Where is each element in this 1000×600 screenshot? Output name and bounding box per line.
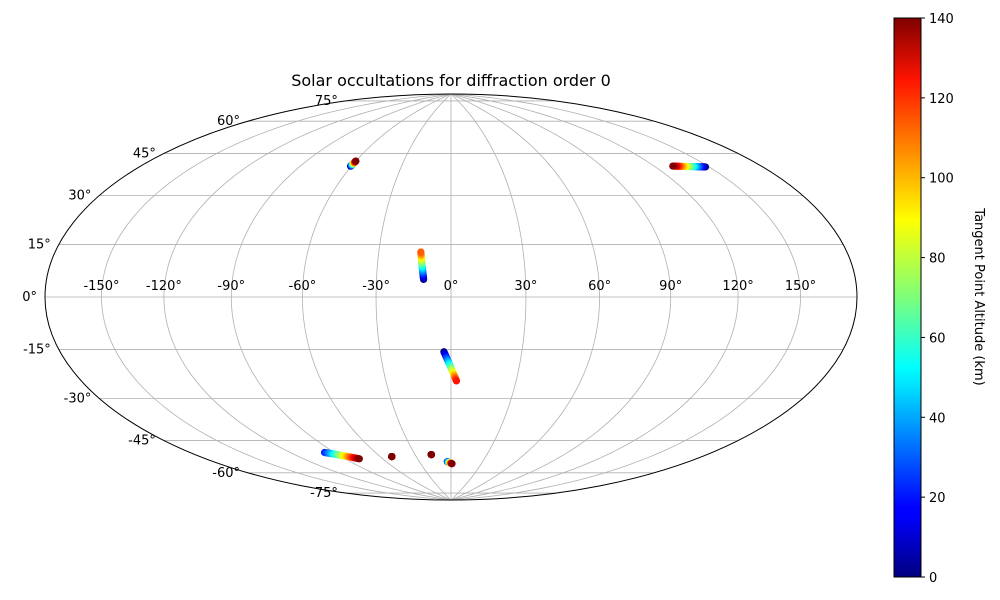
- chart-title: Solar occultations for diffraction order…: [291, 71, 611, 90]
- latitude-tick-label: 15°: [28, 238, 51, 253]
- longitude-gridline: [101, 94, 452, 500]
- longitude-gridline: [450, 94, 527, 500]
- latitude-tick-label: -30°: [64, 392, 92, 407]
- colorbar-tick-label: 0: [929, 571, 937, 586]
- longitude-tick-label: 120°: [722, 279, 753, 294]
- longitude-gridline: [450, 94, 601, 500]
- colorbar: 0 20 40 60 80 100 120 140 Tangent Point Altitud…: [893, 12, 986, 586]
- colorbar-tick-label: 100: [929, 172, 954, 187]
- longitude-tick-label: -30°: [362, 279, 390, 294]
- longitude-gridline: [163, 94, 452, 500]
- longitude-tick-label: 60°: [588, 279, 611, 294]
- latitude-tick-label: 75°: [315, 94, 338, 109]
- longitude-gridline: [301, 94, 452, 500]
- longitude-gridline: [375, 94, 452, 500]
- colorbar-tick-label: 60: [929, 331, 946, 346]
- longitude-gridline: [230, 94, 452, 500]
- occultation-point: [448, 460, 456, 468]
- longitude-tick-label: 150°: [785, 279, 816, 294]
- colorbar-ticks: 0 20 40 60 80 100 120 140: [921, 12, 954, 586]
- longitude-tick-label: -120°: [146, 279, 182, 294]
- longitude-tick-labels: -150° -120° -90° -60° -30° 0° 30° 60° 90° 120° 150…: [83, 279, 816, 294]
- occultation-point: [427, 451, 435, 459]
- colorbar-tick-label: 120: [929, 92, 954, 107]
- occultation-point: [352, 157, 360, 165]
- longitude-tick-label: 90°: [659, 279, 682, 294]
- occultation-point: [417, 248, 425, 256]
- occultation-points: [320, 157, 710, 468]
- longitude-tick-label: -60°: [289, 279, 317, 294]
- colorbar-label: Tangent Point Altitude (km): [971, 207, 986, 385]
- occultation-point: [669, 162, 677, 170]
- occultation-point: [452, 377, 461, 385]
- colorbar-gradient: [893, 17, 922, 578]
- graticule: [45, 94, 857, 500]
- latitude-tick-label: 45°: [133, 147, 156, 162]
- map-outline: [44, 93, 858, 501]
- longitude-tick-label: 30°: [514, 279, 537, 294]
- colorbar-tick-label: 40: [929, 411, 946, 426]
- occultation-point: [388, 453, 396, 461]
- latitude-tick-label: -45°: [128, 434, 156, 449]
- longitude-gridline: [450, 94, 739, 500]
- colorbar-tick-label: 80: [929, 252, 946, 267]
- latitude-tick-label: -15°: [23, 343, 51, 358]
- longitude-gridline: [450, 94, 801, 500]
- latitude-tick-labels: -75° -60° -45° -30° -15° 0° 15° 30° 45° 60° 75°: [22, 94, 338, 501]
- longitude-gridline: [450, 94, 672, 500]
- longitude-tick-label: -150°: [83, 279, 119, 294]
- occultation-point: [355, 455, 363, 463]
- longitude-tick-label: -90°: [217, 279, 245, 294]
- latitude-tick-label: -75°: [310, 486, 338, 501]
- colorbar-tick-label: 140: [929, 12, 954, 27]
- longitude-tick-label: 0°: [444, 279, 459, 294]
- latitude-tick-label: -60°: [212, 466, 240, 481]
- latitude-tick-label: 60°: [217, 114, 240, 129]
- colorbar-tick-label: 20: [929, 491, 946, 506]
- latitude-tick-label: 30°: [68, 189, 91, 204]
- latitude-tick-label: 0°: [22, 290, 37, 305]
